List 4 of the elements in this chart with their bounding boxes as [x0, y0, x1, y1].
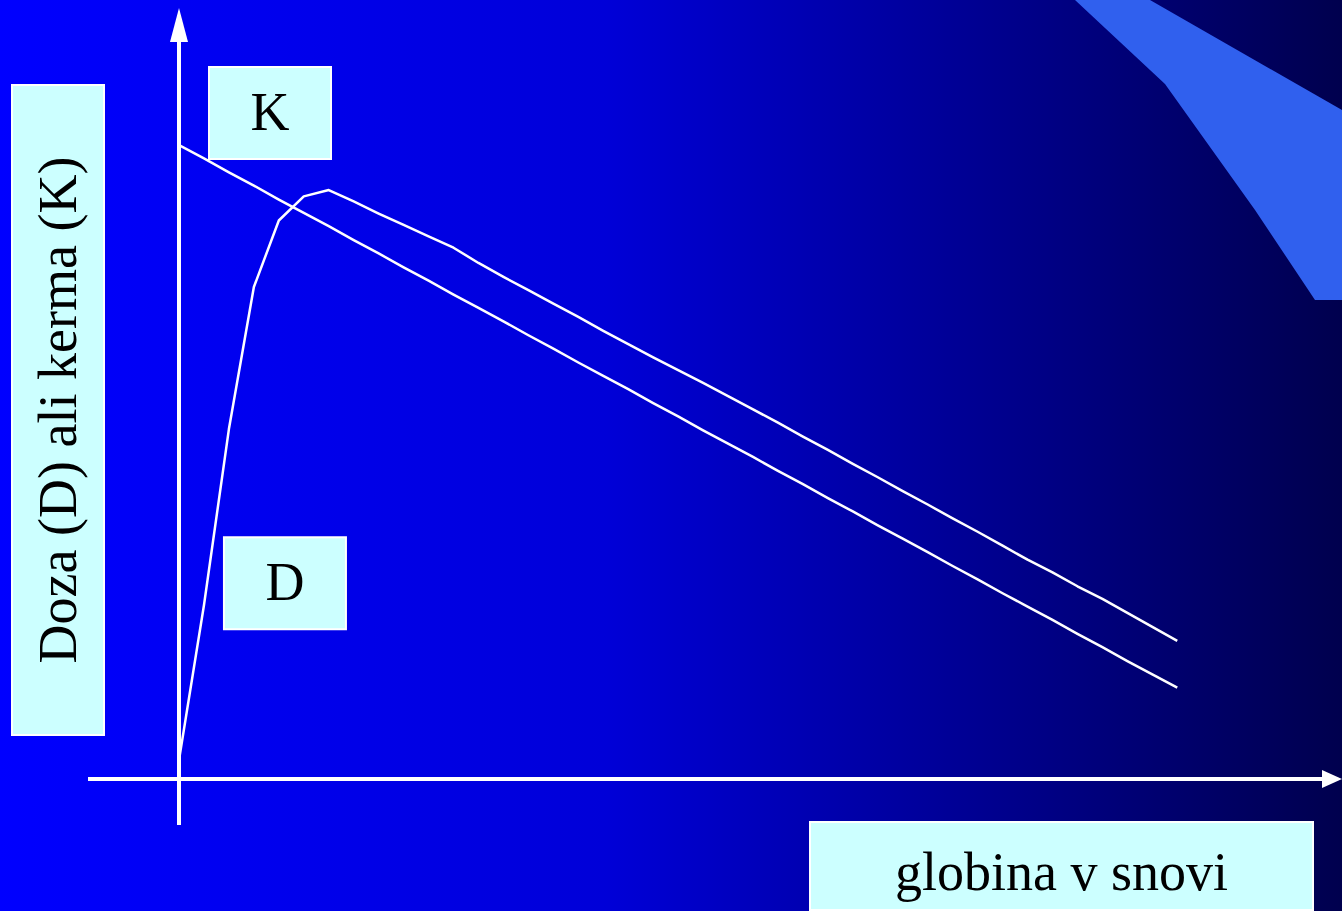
series-label: K	[250, 82, 290, 143]
y-axis-title: Doza (D) ali kerma (K)	[28, 156, 88, 664]
x-axis-title: globina v snovi	[809, 821, 1314, 911]
series-label: D	[265, 552, 305, 613]
